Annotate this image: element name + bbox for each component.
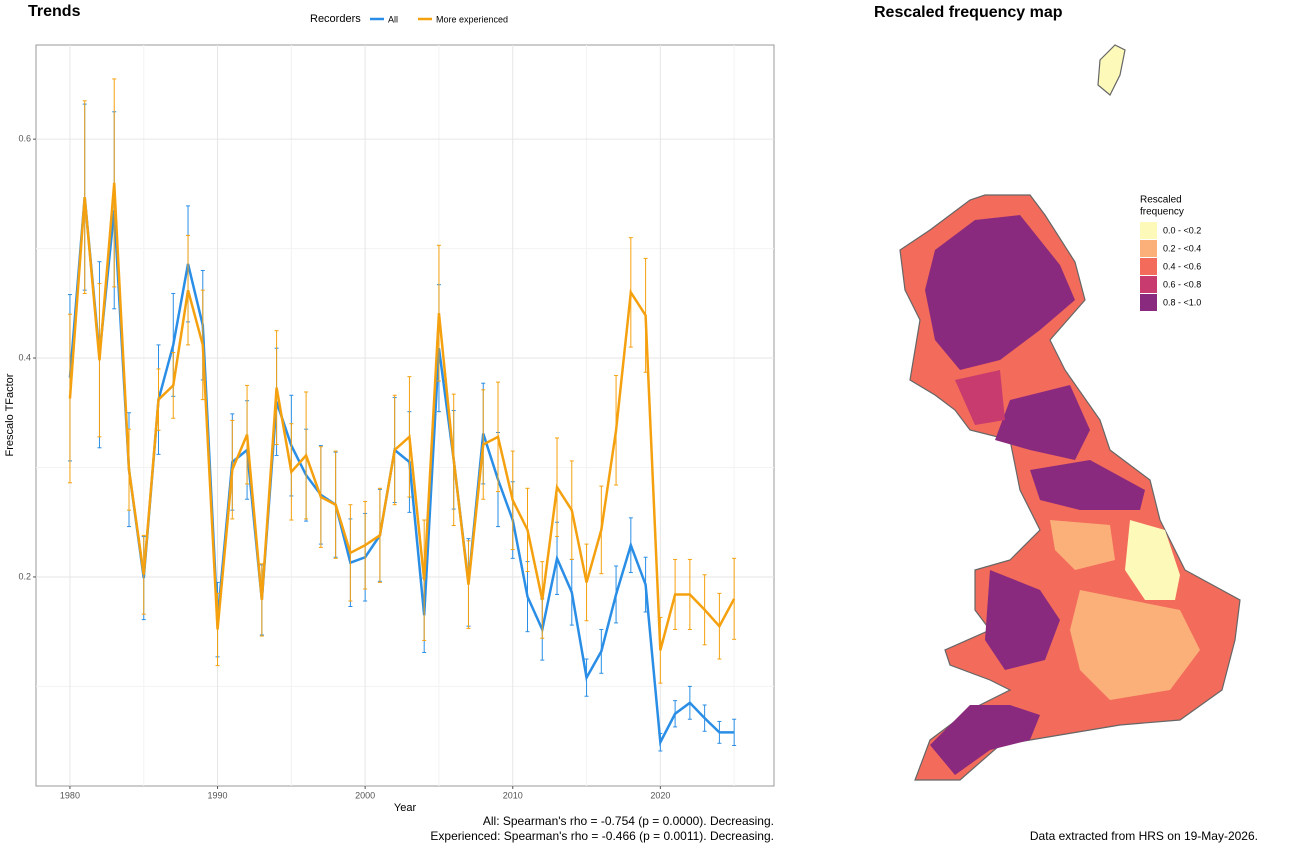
chart-title: Trends bbox=[28, 3, 81, 20]
x-tick-label: 1990 bbox=[208, 790, 228, 800]
map-legend-swatch bbox=[1140, 276, 1157, 293]
shetland bbox=[1097, 44, 1126, 96]
map-legend-label: 0.6 - <0.8 bbox=[1163, 279, 1201, 289]
map-legend: 0.0 - <0.2 0.2 - <0.4 0.4 - <0.6 0.6 - <0.8… bbox=[1140, 222, 1201, 311]
map-region bbox=[985, 570, 1060, 670]
map-region bbox=[1050, 520, 1115, 570]
legend-label: More experienced bbox=[436, 14, 508, 24]
annotation: All: Spearman's rho = -0.754 (p = 0.0000… bbox=[483, 814, 774, 828]
map-legend-label: 0.0 - <0.2 bbox=[1163, 225, 1201, 235]
map-title: Rescaled frequency map bbox=[874, 4, 1063, 21]
map-legend-swatch bbox=[1140, 258, 1157, 275]
map-legend-swatch bbox=[1140, 222, 1157, 239]
map-legend-label: 0.8 - <1.0 bbox=[1163, 297, 1201, 307]
map-region bbox=[955, 370, 1005, 425]
map bbox=[899, 44, 1241, 781]
x-tick-label: 1980 bbox=[60, 790, 80, 800]
map-region bbox=[925, 215, 1075, 370]
map-legend-title: Rescaled bbox=[1140, 195, 1182, 206]
map-region bbox=[1125, 520, 1180, 600]
series-line bbox=[68, 182, 736, 651]
map-legend-title: frequency bbox=[1140, 207, 1184, 218]
map-legend-label: 0.4 - <0.6 bbox=[1163, 261, 1201, 271]
series-line bbox=[68, 197, 735, 747]
plot: 0.2 0.4 0.6 1980 1990 2000 2010 2020 All More exp… bbox=[18, 14, 774, 800]
plot-panel bbox=[35, 44, 775, 787]
annotation: Experienced: Spearman's rho = -0.466 (p … bbox=[430, 829, 774, 843]
map-region bbox=[995, 385, 1090, 460]
map-region bbox=[930, 705, 1040, 775]
map-legend-swatch bbox=[1140, 240, 1157, 257]
map-region bbox=[1030, 460, 1145, 510]
y-tick-label: 0.6 bbox=[18, 134, 31, 144]
x-axis-label: Year bbox=[394, 802, 417, 814]
y-tick-label: 0.4 bbox=[18, 352, 31, 362]
error-bar bbox=[67, 313, 72, 484]
map-legend-label: 0.2 - <0.4 bbox=[1163, 243, 1201, 253]
map-legend-swatch bbox=[1140, 294, 1157, 311]
y-axis-label: Frescalo TFactor bbox=[4, 373, 16, 456]
footer: Data extracted from HRS on 19-May-2026. bbox=[1030, 829, 1258, 843]
legend-label: All bbox=[388, 14, 398, 24]
legend-title: Recorders bbox=[310, 13, 361, 25]
x-tick-label: 2020 bbox=[650, 790, 670, 800]
map-region bbox=[1070, 590, 1200, 700]
y-tick-label: 0.2 bbox=[18, 571, 31, 581]
x-tick-label: 2010 bbox=[503, 790, 523, 800]
x-tick-label: 2000 bbox=[355, 790, 375, 800]
